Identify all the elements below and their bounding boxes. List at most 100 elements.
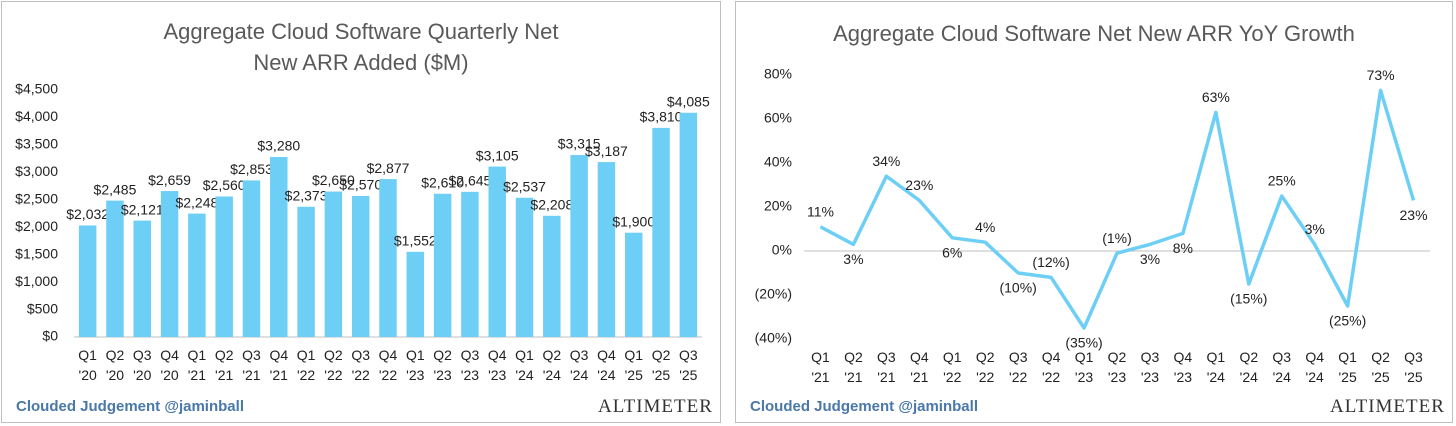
value-label: 63% bbox=[1202, 89, 1230, 105]
x-tick-label: Q3 '22 bbox=[351, 347, 371, 383]
value-label: (10%) bbox=[999, 280, 1036, 296]
x-tick-label: Q2 '22 bbox=[324, 347, 343, 383]
bar bbox=[297, 206, 315, 337]
source-note: Clouded Judgement @jaminball bbox=[750, 398, 978, 415]
x-tick-label: Q2 '21 bbox=[844, 349, 863, 385]
y-tick-label: (40%) bbox=[755, 330, 792, 346]
y-tick-label: $1,000 bbox=[15, 273, 58, 289]
bar bbox=[461, 191, 479, 337]
value-label: 3% bbox=[1140, 251, 1160, 267]
value-label: $2,121 bbox=[121, 201, 164, 217]
y-tick-label: 0% bbox=[772, 242, 792, 258]
value-label: (35%) bbox=[1065, 335, 1102, 351]
x-tick-label: Q3 '23 bbox=[460, 347, 480, 383]
value-label: 73% bbox=[1367, 67, 1395, 83]
y-tick-label: $0 bbox=[42, 328, 58, 344]
x-tick-label: Q4 '21 bbox=[269, 347, 289, 383]
source-note: Clouded Judgement @jaminball bbox=[16, 398, 244, 415]
y-tick-label: 40% bbox=[764, 154, 792, 170]
x-tick-label: Q4 '20 bbox=[160, 347, 179, 383]
value-label: $2,659 bbox=[148, 172, 191, 188]
bar bbox=[215, 196, 233, 337]
value-label: $2,610 bbox=[421, 174, 464, 190]
value-label: 25% bbox=[1268, 173, 1296, 189]
bar bbox=[351, 195, 370, 337]
x-tick-label: Q2 '23 bbox=[1107, 349, 1127, 385]
bar bbox=[679, 112, 698, 337]
value-label: $2,570 bbox=[339, 177, 382, 193]
x-tick-label: Q2 '22 bbox=[975, 349, 995, 385]
y-tick-label: $3,500 bbox=[15, 136, 58, 152]
value-label: $2,208 bbox=[530, 197, 573, 213]
value-label: $2,877 bbox=[367, 160, 410, 176]
x-tick-label: Q2 '25 bbox=[1371, 349, 1390, 385]
line bbox=[819, 88, 1416, 330]
bar bbox=[515, 197, 534, 337]
brand-logo: ALTIMETER bbox=[598, 396, 713, 417]
x-tick-label: Q2 '25 bbox=[651, 347, 671, 383]
brand-logo: ALTIMETER bbox=[1330, 396, 1445, 417]
bar bbox=[78, 225, 97, 337]
bar bbox=[570, 155, 588, 337]
x-tick-label: Q1 '21 bbox=[811, 349, 830, 385]
value-label: $4,085 bbox=[667, 93, 710, 109]
value-label: (25%) bbox=[1329, 313, 1366, 329]
y-tick-label: $500 bbox=[27, 300, 58, 316]
x-tick-label: Q2 '23 bbox=[433, 347, 452, 383]
x-tick-label: Q4 '24 bbox=[1305, 349, 1325, 385]
x-tick-label: Q1 '24 bbox=[515, 347, 534, 383]
bar bbox=[406, 251, 425, 337]
x-tick-label: Q1 '22 bbox=[942, 349, 962, 385]
value-label: $1,900 bbox=[612, 213, 655, 229]
x-tick-label: Q3 '22 bbox=[1008, 349, 1028, 385]
bar bbox=[597, 162, 616, 337]
x-tick-label: Q4 '21 bbox=[909, 349, 929, 385]
x-tick-label: Q3 '24 bbox=[1272, 349, 1292, 385]
value-label: $2,485 bbox=[94, 181, 137, 197]
bar bbox=[652, 127, 670, 337]
x-tick-label: Q3 '24 bbox=[569, 347, 589, 383]
value-label: 34% bbox=[872, 153, 900, 169]
x-tick-label: Q3 '21 bbox=[877, 349, 896, 385]
y-tick-label: (20%) bbox=[755, 286, 792, 302]
x-tick-label: Q4 '22 bbox=[378, 347, 398, 383]
x-tick-label: Q1 '24 bbox=[1206, 349, 1226, 385]
value-label: 8% bbox=[1173, 240, 1193, 256]
x-tick-label: Q1 '23 bbox=[1074, 349, 1094, 385]
value-label: $1,552 bbox=[394, 233, 437, 249]
x-tick-label: Q1 '23 bbox=[405, 347, 425, 383]
bar bbox=[488, 166, 506, 337]
value-label: $2,032 bbox=[66, 206, 109, 222]
value-label: $2,650 bbox=[312, 172, 355, 188]
bar bbox=[188, 213, 206, 337]
x-tick-label: Q1 '25 bbox=[624, 347, 644, 383]
bar bbox=[543, 215, 561, 337]
y-tick-label: $1,500 bbox=[15, 245, 58, 261]
value-label: $3,315 bbox=[558, 136, 601, 152]
value-label: $2,537 bbox=[503, 178, 546, 194]
value-label: 4% bbox=[975, 219, 995, 235]
x-tick-label: Q3 '20 bbox=[132, 347, 152, 383]
x-tick-label: Q1 '22 bbox=[296, 347, 316, 383]
bar bbox=[379, 179, 397, 337]
x-tick-label: Q4 '23 bbox=[487, 347, 507, 383]
x-tick-label: Q3 '25 bbox=[1404, 349, 1423, 385]
x-tick-label: Q2 '20 bbox=[105, 347, 125, 383]
value-label: 23% bbox=[905, 177, 933, 193]
value-label: $3,810 bbox=[640, 109, 683, 125]
x-tick-label: Q3 '21 bbox=[242, 347, 261, 383]
value-label: $2,645 bbox=[448, 173, 491, 189]
bar bbox=[270, 156, 288, 337]
bar bbox=[324, 191, 343, 337]
x-tick-label: Q1 '25 bbox=[1338, 349, 1357, 385]
value-label: 6% bbox=[942, 245, 962, 261]
x-tick-label: Q3 '25 bbox=[679, 347, 698, 383]
x-tick-label: Q1 '20 bbox=[78, 347, 97, 383]
x-tick-label: Q4 '24 bbox=[597, 347, 616, 383]
y-tick-label: $2,000 bbox=[15, 218, 58, 234]
x-tick-label: Q4 '23 bbox=[1173, 349, 1193, 385]
value-label: 11% bbox=[807, 204, 834, 220]
bar bbox=[160, 191, 179, 337]
x-tick-label: Q3 '23 bbox=[1140, 349, 1160, 385]
